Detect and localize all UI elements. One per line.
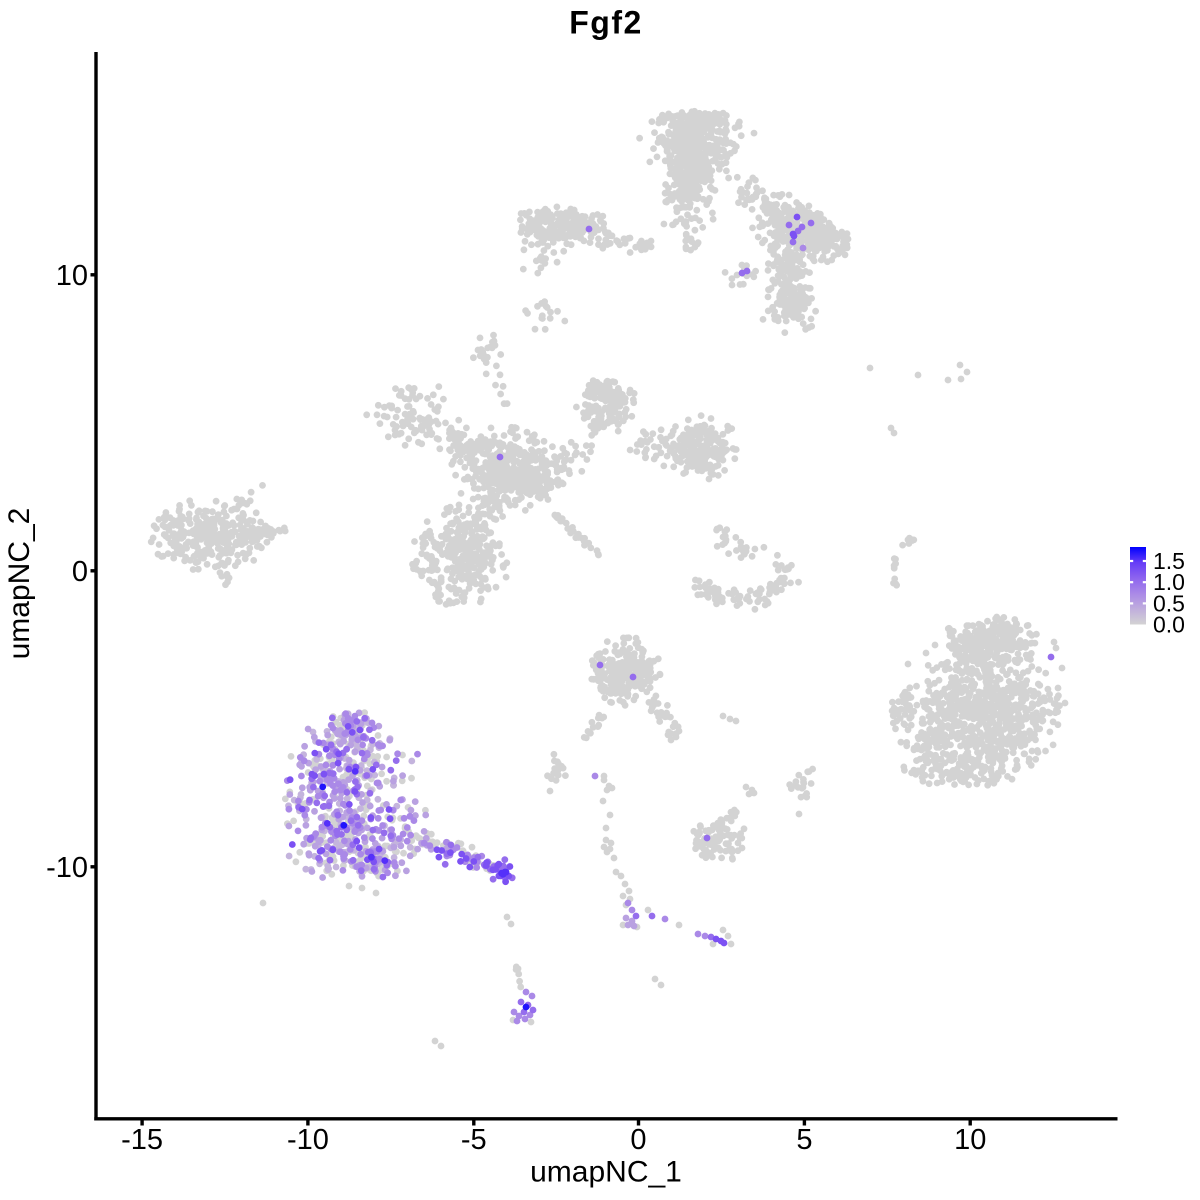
svg-text:1.5: 1.5	[1153, 548, 1185, 574]
svg-text:0: 0	[72, 556, 88, 588]
svg-text:-10: -10	[46, 852, 88, 884]
svg-text:Fgf2: Fgf2	[569, 5, 643, 41]
svg-text:1.0: 1.0	[1153, 569, 1185, 595]
svg-text:-5: -5	[461, 1124, 487, 1156]
svg-text:-10: -10	[287, 1124, 329, 1156]
svg-text:0: 0	[630, 1124, 646, 1156]
svg-text:0.0: 0.0	[1153, 612, 1185, 638]
svg-text:5: 5	[796, 1124, 812, 1156]
svg-text:umapNC_1: umapNC_1	[530, 1156, 682, 1189]
svg-text:10: 10	[954, 1124, 986, 1156]
svg-text:-15: -15	[121, 1124, 163, 1156]
svg-text:0.5: 0.5	[1153, 590, 1185, 616]
svg-text:10: 10	[56, 260, 88, 292]
svg-text:umapNC_2: umapNC_2	[3, 508, 36, 660]
